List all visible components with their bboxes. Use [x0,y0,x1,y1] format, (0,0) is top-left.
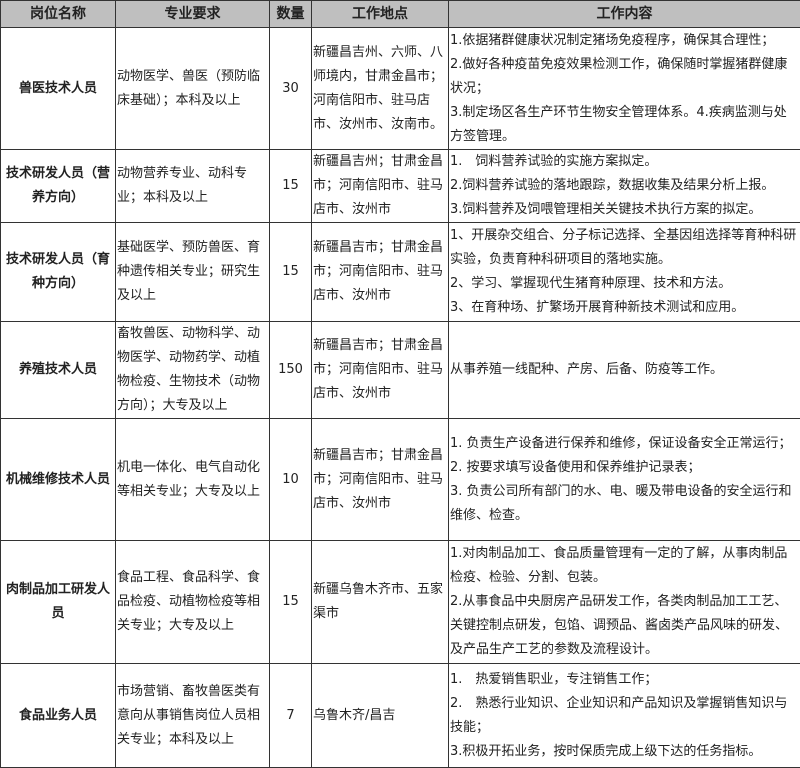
work-location: 新疆昌吉市；甘肃金昌市；河南信阳市、驻马店市、汝州市 [312,223,449,322]
job-content: 1. 饲料营养试验的实施方案拟定。2.饲料营养试验的落地跟踪，数据收集及结果分析… [449,150,800,223]
header-count: 数量 [270,1,312,28]
content-item: 1. 饲料营养试验的实施方案拟定。 [450,150,799,174]
job-content: 1、开展杂交组合、分子标记选择、全基因组选择等育种科研实验，负责育种科研项目的落… [449,223,800,322]
work-location: 新疆昌吉州、六师、八师境内，甘肃金昌市；河南信阳市、驻马店市、汝州市、汝南市。 [312,28,449,150]
position-name: 技术研发人员（营养方向） [1,150,116,223]
major-requirement: 动物营养专业、动科专业；本科及以上 [116,150,270,223]
job-content: 从事养殖一线配种、产房、后备、防疫等工作。 [449,322,800,419]
header-row: 岗位名称 专业要求 数量 工作地点 工作内容 [1,1,800,28]
position-name: 机械维修技术人员 [1,419,116,541]
header-major: 专业要求 [116,1,270,28]
headcount: 30 [270,28,312,150]
content-item: 2、学习、掌握现代生猪育种原理、技术和方法。 [450,272,799,296]
content-item: 3. 负责公司所有部门的水、电、暖及带电设备的安全运行和维修、检查。 [450,480,799,528]
headcount: 15 [270,541,312,664]
position-name: 养殖技术人员 [1,322,116,419]
content-item: 1. 热爱销售职业，专注销售工作； [450,668,799,692]
headcount: 10 [270,419,312,541]
content-item: 1.对肉制品加工、食品质量管理有一定的了解，从事肉制品检疫、检验、分割、包装。 [450,542,799,590]
job-content: 1.对肉制品加工、食品质量管理有一定的了解，从事肉制品检疫、检验、分割、包装。2… [449,541,800,664]
major-requirement: 畜牧兽医、动物科学、动物医学、动物药学、动植物检疫、生物技术（动物方向）；大专及… [116,322,270,419]
content-item: 3.制定场区各生产环节生物安全管理体系。4.疾病监测与处方签管理。 [450,101,799,149]
headcount: 15 [270,223,312,322]
content-item: 2.做好各种疫苗免疫效果检测工作，确保随时掌握猪群健康状况； [450,53,799,101]
work-location: 乌鲁木齐/昌吉 [312,664,449,768]
major-requirement: 食品工程、食品科学、食品检疫、动植物检疫等相关专业；大专及以上 [116,541,270,664]
content-item: 从事养殖一线配种、产房、后备、防疫等工作。 [450,358,799,382]
content-item: 2.从事食品中央厨房产品研发工作，各类肉制品加工工艺、关键控制点研发，包馅、调预… [450,590,799,662]
work-location: 新疆昌吉市；甘肃金昌市；河南信阳市、驻马店市、汝州市 [312,322,449,419]
position-name: 技术研发人员（育种方向） [1,223,116,322]
job-content: 1. 热爱销售职业，专注销售工作；2. 熟悉行业知识、企业知识和产品知识及掌握销… [449,664,800,768]
header-location: 工作地点 [312,1,449,28]
major-requirement: 机电一体化、电气自动化等相关专业；大专及以上 [116,419,270,541]
work-location: 新疆乌鲁木齐市、五家渠市 [312,541,449,664]
content-item: 2.饲料营养试验的落地跟踪，数据收集及结果分析上报。 [450,174,799,198]
table-row: 养殖技术人员畜牧兽医、动物科学、动物医学、动物药学、动植物检疫、生物技术（动物方… [1,322,800,419]
major-requirement: 动物医学、兽医（预防临床基础）；本科及以上 [116,28,270,150]
position-name: 兽医技术人员 [1,28,116,150]
major-requirement: 市场营销、畜牧兽医类有意向从事销售岗位人员相关专业；本科及以上 [116,664,270,768]
headcount: 150 [270,322,312,419]
work-location: 新疆昌吉市；甘肃金昌市；河南信阳市、驻马店市、汝州市 [312,419,449,541]
position-name: 肉制品加工研发人员 [1,541,116,664]
content-item: 3、在育种场、扩繁场开展育种新技术测试和应用。 [450,296,799,320]
job-content: 1. 负责生产设备进行保养和维修，保证设备安全正常运行；2. 按要求填写设备使用… [449,419,800,541]
header-name: 岗位名称 [1,1,116,28]
content-item: 2. 熟悉行业知识、企业知识和产品知识及掌握销售知识与技能； [450,692,799,740]
headcount: 7 [270,664,312,768]
content-item: 1.依据猪群健康状况制定猪场免疫程序，确保其合理性； [450,29,799,53]
content-item: 1. 负责生产设备进行保养和维修，保证设备安全正常运行； [450,432,799,456]
job-content: 1.依据猪群健康状况制定猪场免疫程序，确保其合理性；2.做好各种疫苗免疫效果检测… [449,28,800,150]
table-row: 肉制品加工研发人员食品工程、食品科学、食品检疫、动植物检疫等相关专业；大专及以上… [1,541,800,664]
content-item: 2. 按要求填写设备使用和保养维护记录表； [450,456,799,480]
work-location: 新疆昌吉州；甘肃金昌市；河南信阳市、驻马店市、汝州市 [312,150,449,223]
position-name: 食品业务人员 [1,664,116,768]
content-item: 3.积极开拓业务，按时保质完成上级下达的任务指标。 [450,740,799,764]
headcount: 15 [270,150,312,223]
header-content: 工作内容 [449,1,800,28]
content-item: 1、开展杂交组合、分子标记选择、全基因组选择等育种科研实验，负责育种科研项目的落… [450,224,799,272]
content-item: 3.饲料营养及饲喂管理相关关键技术执行方案的拟定。 [450,198,799,222]
major-requirement: 基础医学、预防兽医、育种遗传相关专业；研究生及以上 [116,223,270,322]
